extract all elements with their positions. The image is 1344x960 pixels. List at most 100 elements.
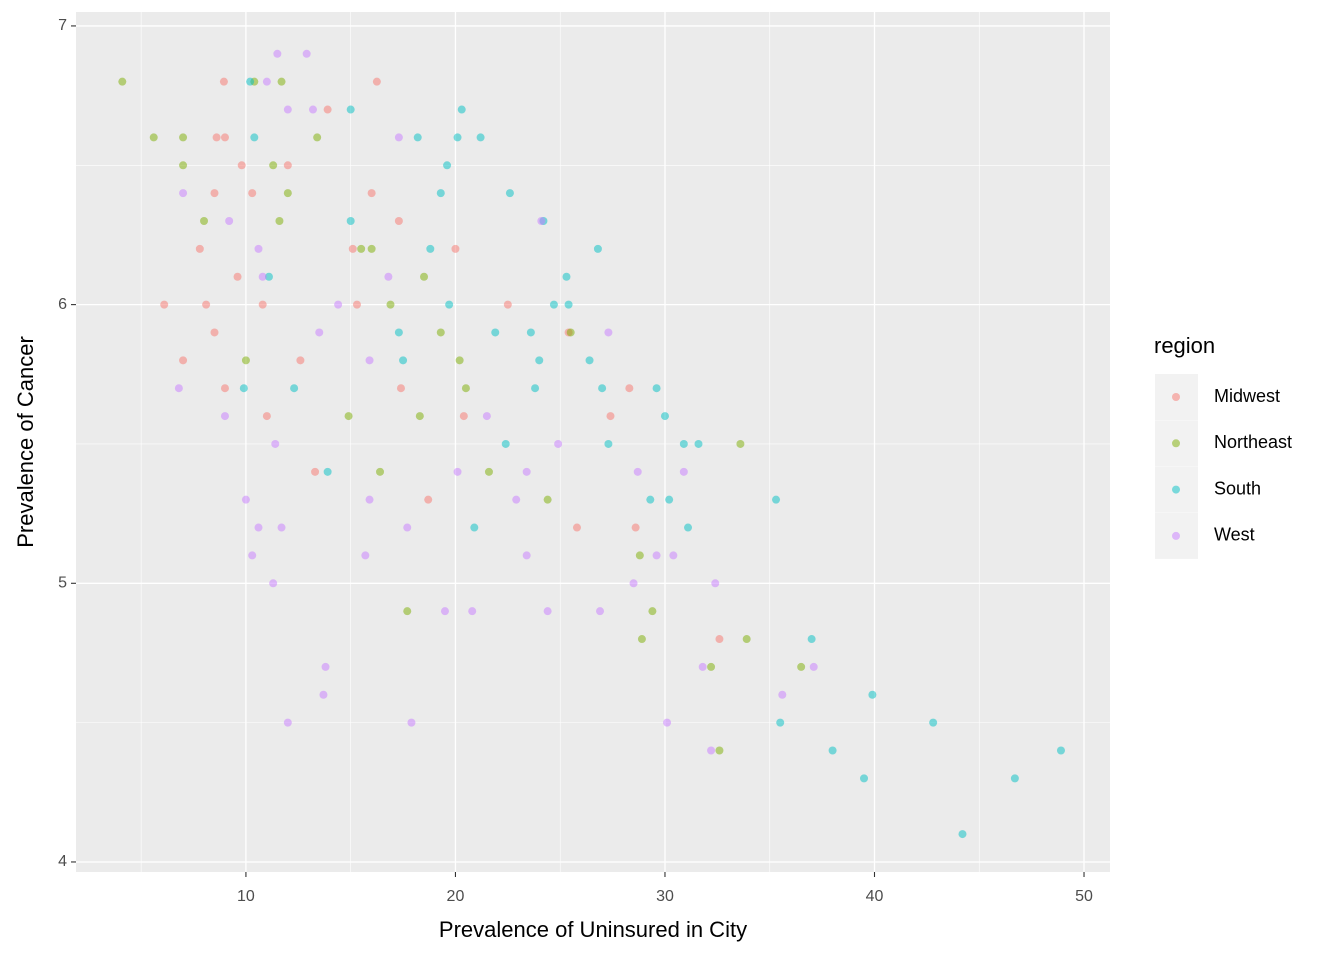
point (241, 356, 250, 365)
legend-marker (1172, 531, 1180, 540)
point (372, 77, 381, 86)
point (219, 77, 228, 86)
panel (76, 12, 1110, 872)
point (384, 272, 393, 281)
point (283, 718, 292, 727)
point (220, 384, 229, 393)
point (277, 523, 286, 532)
point (1010, 774, 1019, 783)
point (453, 133, 462, 142)
point (160, 300, 169, 309)
point (1056, 746, 1065, 755)
point (367, 189, 376, 198)
point (562, 272, 571, 281)
point (457, 105, 466, 114)
point (346, 217, 355, 226)
point (648, 607, 657, 616)
point (440, 607, 449, 616)
point (258, 272, 267, 281)
point (512, 495, 521, 504)
point (625, 384, 634, 393)
point (308, 105, 317, 114)
point (459, 412, 468, 421)
x-tick-label: 30 (656, 888, 674, 905)
point (665, 495, 674, 504)
point (637, 635, 646, 644)
point (290, 384, 299, 393)
legend-label: South (1214, 478, 1261, 498)
point (694, 439, 703, 448)
point (679, 467, 688, 476)
point (543, 495, 552, 504)
point (809, 662, 818, 671)
point (195, 244, 204, 253)
legend-title: region (1154, 333, 1215, 358)
point (394, 133, 403, 142)
point (526, 328, 535, 337)
point (302, 49, 311, 58)
point (254, 523, 263, 532)
point (319, 690, 328, 699)
point (443, 161, 452, 170)
point (394, 217, 403, 226)
point (537, 217, 546, 226)
point (250, 133, 259, 142)
point (598, 384, 607, 393)
point (436, 189, 445, 198)
point (679, 439, 688, 448)
point (807, 635, 816, 644)
point (273, 49, 282, 58)
point (828, 746, 837, 755)
point (225, 217, 234, 226)
y-tick-label: 7 (58, 17, 67, 34)
point (476, 133, 485, 142)
legend-marker (1172, 439, 1180, 448)
point (593, 244, 602, 253)
point (283, 189, 292, 198)
point (220, 133, 229, 142)
point (346, 105, 355, 114)
point (241, 495, 250, 504)
point (455, 356, 464, 365)
y-tick-label: 4 (58, 853, 67, 870)
point (606, 412, 615, 421)
point (313, 133, 322, 142)
point (386, 300, 395, 309)
point (200, 217, 209, 226)
x-axis-title: Prevalence of Uninsured in City (439, 917, 747, 942)
point (296, 356, 305, 365)
point (415, 412, 424, 421)
legend-label: West (1214, 525, 1255, 545)
point (669, 551, 678, 560)
point (929, 718, 938, 727)
point (174, 384, 183, 393)
point (482, 412, 491, 421)
point (275, 217, 284, 226)
point (585, 356, 594, 365)
point (365, 495, 374, 504)
point (277, 77, 286, 86)
point (772, 495, 781, 504)
point (554, 439, 563, 448)
point (564, 300, 573, 309)
point (505, 189, 514, 198)
point (323, 467, 332, 476)
y-tick-label: 6 (58, 296, 67, 313)
point (149, 133, 158, 142)
point (262, 412, 271, 421)
point (566, 328, 575, 337)
point (403, 607, 412, 616)
point (736, 439, 745, 448)
point (652, 384, 661, 393)
x-tick-label: 20 (447, 888, 465, 905)
point (323, 105, 332, 114)
point (860, 774, 869, 783)
point (629, 579, 638, 588)
point (315, 328, 324, 337)
point (698, 662, 707, 671)
point (596, 607, 605, 616)
point (348, 244, 357, 253)
point (210, 189, 219, 198)
point (413, 133, 422, 142)
point (311, 467, 320, 476)
